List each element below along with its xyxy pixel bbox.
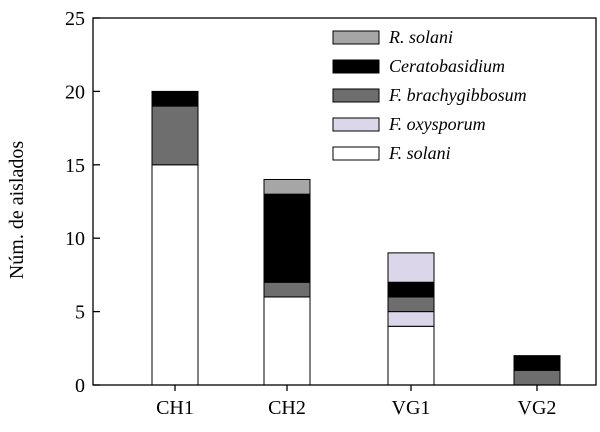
- bar-segment-ch2-r-solani: [263, 178, 311, 195]
- y-tick-label: 5: [75, 302, 85, 324]
- y-tick-label: 15: [65, 155, 85, 177]
- bar-segment-ch1-f-brachygibbosum: [151, 105, 199, 166]
- plot-frame: [92, 17, 597, 386]
- bar-segment-vg2-ceratobasidium: [513, 355, 561, 371]
- legend-label-ceratobasidium: Ceratobasidium: [389, 56, 505, 76]
- legend-label-f-oxysporum: F. oxysporum: [388, 114, 486, 134]
- legend-label-f-brachygibbosum: F. brachygibbosum: [388, 85, 527, 105]
- x-tick-label-vg2: VG2: [518, 397, 557, 419]
- bar-segment-vg1-f-oxysporum-upper: [387, 252, 435, 283]
- y-axis-ticks: 0 5 10 15 20 25: [65, 8, 100, 397]
- bars-layer: [151, 90, 561, 386]
- legend-swatch-ceratobasidium: [332, 59, 380, 74]
- y-tick-label: 10: [65, 228, 85, 250]
- bar-segment-vg2-f-brachygibbosum: [513, 369, 561, 386]
- legend-swatch-r-solani: [332, 30, 380, 45]
- bar-segment-ch2-f-brachygibbosum: [263, 281, 311, 298]
- bar-segment-vg1-ceratobasidium: [387, 281, 435, 298]
- y-axis-label: Núm. de aislados: [6, 141, 28, 280]
- legend-label-f-solani: F. solani: [388, 143, 451, 163]
- legend: R. solani Ceratobasidium F. brachygibbosum…: [332, 27, 527, 163]
- x-tick-label-ch2: CH2: [268, 397, 306, 419]
- bar-segment-vg1-f-solani: [387, 325, 435, 386]
- legend-swatch-f-brachygibbosum: [332, 88, 380, 103]
- bar-segment-vg1-f-brachygibbosum: [387, 296, 435, 313]
- y-tick-label: 20: [65, 81, 85, 103]
- x-axis-ticks: CH1 CH2 VG1 VG2: [156, 385, 556, 419]
- bar-segment-vg1-f-oxysporum: [387, 311, 435, 327]
- bar-segment-ch1-ceratobasidium: [151, 90, 199, 107]
- y-tick-label: 25: [65, 8, 85, 30]
- bar-segment-ch2-f-solani: [263, 296, 311, 386]
- legend-label-r-solani: R. solani: [388, 27, 453, 47]
- x-tick-label-ch1: CH1: [156, 397, 194, 419]
- legend-swatch-f-oxysporum: [332, 117, 380, 132]
- x-tick-label-vg1: VG1: [392, 397, 431, 419]
- bar-segment-ch1-f-solani: [151, 164, 199, 386]
- y-tick-label: 0: [75, 375, 85, 397]
- axes-layer: [92, 17, 597, 386]
- legend-swatch-f-solani: [332, 146, 380, 161]
- bar-segment-ch2-ceratobasidium: [263, 193, 311, 283]
